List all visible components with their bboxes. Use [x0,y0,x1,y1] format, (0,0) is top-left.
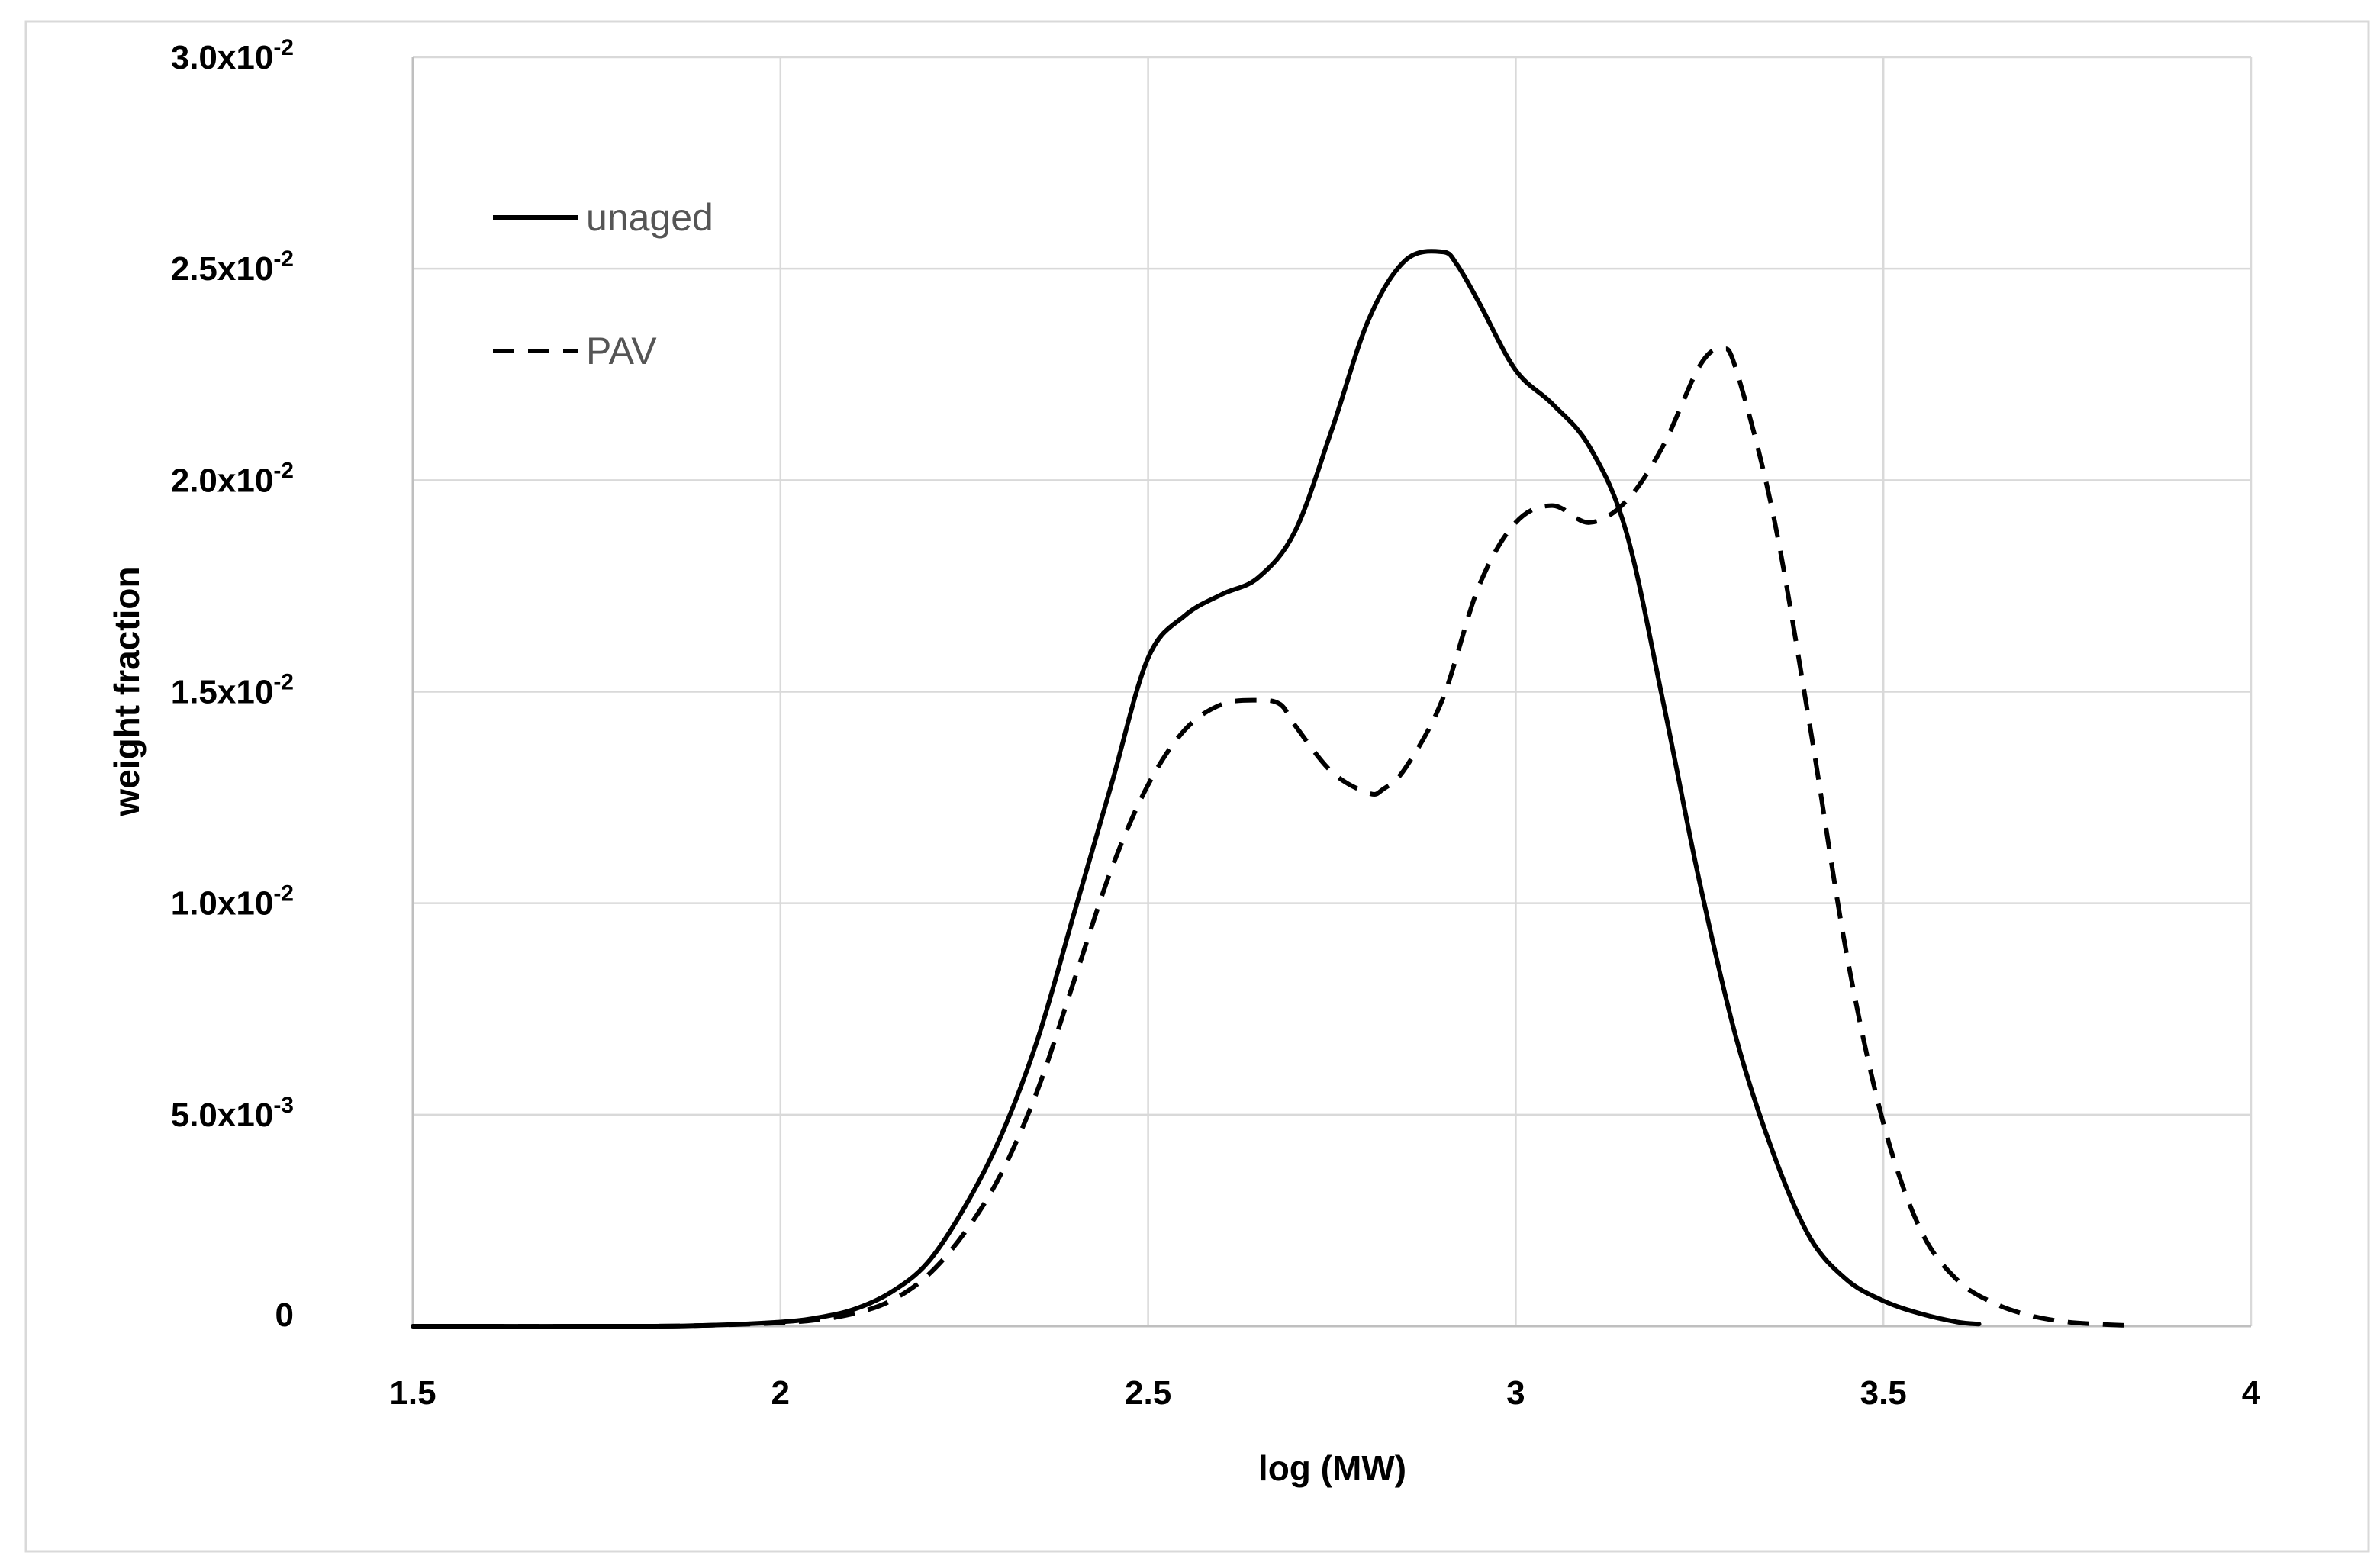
grid [413,56,2253,1326]
y-tick-mantissa: 1.5x10 [171,674,274,711]
y-tick-mantissa: 3.0x10 [171,39,274,76]
y-tick-exponent: -2 [273,35,294,60]
x-tick-label: 1.5 [389,1374,436,1412]
x-tick-label: 3.5 [1860,1374,1907,1412]
legend-label-pav: PAV [586,330,657,372]
series-line-pav [412,346,2127,1329]
y-tick-label: 5.0x10-3 [171,1093,294,1134]
y-tick-label: 0 [275,1296,294,1334]
series-line-unaged [411,249,1982,1329]
x-tick-labels: 1.5 2 2.5 3 3.5 4 [389,1374,2260,1412]
y-tick-exponent: -3 [273,1093,294,1118]
y-tick-mantissa: 2.5x10 [171,250,274,288]
x-tick-label: 2 [771,1374,790,1412]
y-tick-mantissa: 1.0x10 [171,885,274,923]
y-tick-exponent: -2 [273,881,294,907]
y-tick-exponent: -2 [273,458,294,483]
y-tick-label: 1.0x10-2 [171,881,294,923]
y-tick-mantissa: 2.0x10 [171,462,274,499]
y-tick-label: 3.0x10-2 [171,35,294,76]
x-axis-title: log (MW) [1258,1448,1406,1488]
y-tick-labels: 05.0x10-31.0x10-21.5x10-22.0x10-22.5x10-… [171,35,294,1334]
x-tick-label: 4 [2242,1374,2261,1412]
y-tick-label: 2.0x10-2 [171,458,294,499]
y-axis-title: weight fraction [107,566,147,816]
y-tick-mantissa: 0 [275,1296,294,1334]
y-tick-label: 1.5x10-2 [171,670,294,711]
chart-border [24,20,2370,1553]
legend: unaged PAV [493,196,713,372]
y-tick-label: 2.5x10-2 [171,246,294,288]
x-tick-label: 2.5 [1125,1374,1171,1412]
y-tick-exponent: -2 [273,246,294,272]
x-tick-label: 3 [1506,1374,1525,1412]
y-tick-mantissa: 5.0x10 [171,1097,274,1134]
y-tick-exponent: -2 [273,670,294,695]
series-lines [411,249,2127,1329]
legend-label-unaged: unaged [586,196,713,239]
